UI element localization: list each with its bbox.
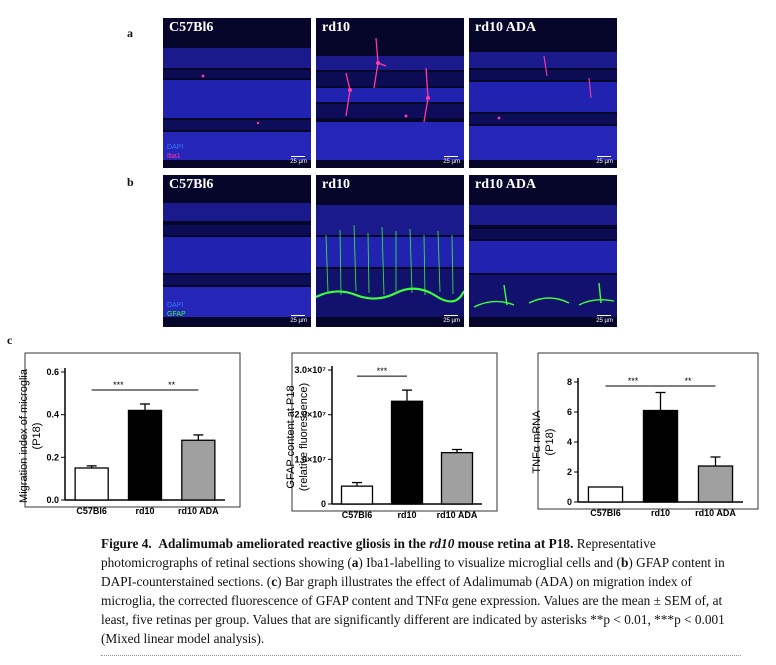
bar — [340, 485, 374, 505]
caption-text-2: ) Iba1-labelling to visualize microglial… — [358, 555, 621, 570]
significance-label: ** — [684, 376, 692, 386]
scale-bar-line — [444, 156, 458, 157]
x-tick-label: rd10 ADA — [695, 508, 736, 518]
y-tick-label: 0 — [321, 499, 326, 509]
legend-dapi: DAPI — [167, 302, 184, 309]
scale-bar-label: 25 µm — [443, 159, 460, 165]
caption-ref-b: b — [620, 555, 629, 570]
x-tick-label: rd10 — [651, 508, 670, 518]
scale-bar-line — [597, 156, 611, 157]
x-tick-label: rd10 — [397, 510, 416, 520]
y-axis-label: (P18) — [544, 429, 556, 456]
y-tick-label: 1.0×10⁷ — [295, 454, 327, 464]
caption-ref-c: c — [271, 574, 278, 589]
legend-iba1: Iba1 — [167, 153, 181, 160]
x-tick-label: C57Bl6 — [590, 508, 621, 518]
scale-bar-label: 25 µm — [596, 159, 613, 165]
y-tick-label: 0.6 — [46, 367, 59, 377]
bar — [587, 486, 624, 503]
y-tick-label: 2.0×10⁷ — [295, 410, 327, 420]
x-tick-label: rd10 ADA — [178, 506, 219, 516]
bar — [181, 439, 216, 501]
bar — [390, 400, 424, 505]
bar — [440, 451, 474, 505]
scale-bar-label: 25 µm — [443, 318, 460, 324]
footer-divider — [101, 655, 741, 656]
y-tick-label: 0 — [567, 497, 572, 507]
micrograph-title: C57Bl6 — [169, 20, 214, 35]
x-tick-label: C57Bl6 — [76, 506, 107, 516]
micrograph-image — [469, 175, 617, 327]
micrograph-image — [163, 175, 311, 327]
micrograph-b-rd10: rd10 25 µm — [316, 175, 464, 327]
y-axis-label: (P18) — [31, 423, 43, 450]
y-tick-label: 2 — [567, 467, 572, 477]
y-axis-label: GFAP content at P18 — [285, 385, 297, 488]
panel-label-c: c — [7, 333, 13, 347]
scale-bar-line — [597, 315, 611, 316]
significance-label: *** — [377, 366, 388, 376]
scale-bar-label: 25 µm — [596, 318, 613, 324]
legend-dapi: DAPI — [167, 144, 184, 151]
bar-chart-gfap-content: 0 1.0×10⁷ 2.0×10⁷ 3.0×10⁷ GFAP content at P1… — [285, 352, 498, 520]
figure-caption: Figure 4. Adalimumab ameliorated reactiv… — [101, 534, 741, 648]
x-tick-label: C57Bl6 — [342, 510, 373, 520]
caption-ref-a: a — [351, 555, 359, 570]
y-tick-label: 6 — [567, 407, 572, 417]
micrograph-title: rd10 ADA — [475, 20, 537, 35]
significance-label: ** — [168, 380, 176, 390]
caption-text-4: ) Bar graph illustrates the effect of Ad… — [101, 574, 725, 646]
legend-gfap: GFAP — [167, 311, 186, 318]
micrograph-b-rd10-ada: rd10 ADA 25 µm — [469, 175, 617, 327]
bar — [74, 467, 109, 501]
bar — [642, 409, 679, 503]
micrograph-title: C57Bl6 — [169, 177, 214, 192]
y-axis-label: Migration index of microglia — [18, 368, 30, 503]
micrograph-image — [163, 18, 311, 168]
y-tick-label: 0.4 — [46, 410, 59, 420]
micrograph-title: rd10 ADA — [475, 177, 537, 192]
caption-title-pre: Adalimumab ameliorated reactive gliosis … — [158, 536, 430, 551]
caption-title-italic: rd10 — [429, 536, 455, 551]
y-tick-label: 4 — [567, 437, 572, 447]
y-axis-label: TNFα mRNA — [531, 410, 543, 474]
caption-title-post: mouse retina at P18. — [454, 536, 574, 551]
scale-bar-label: 25 µm — [290, 159, 307, 165]
scale-bar-line — [444, 315, 458, 316]
bar — [127, 409, 163, 501]
chart-frame — [291, 352, 498, 512]
scale-bar-line — [291, 315, 305, 316]
bar — [697, 465, 734, 503]
bar-chart-migration-index: 0.0 0.2 0.4 0.6 Migration index of microglia… — [18, 352, 241, 516]
significance-label: *** — [628, 376, 639, 386]
panel-label-a: a — [127, 26, 133, 40]
scale-bar-label: 25 µm — [290, 318, 307, 324]
micrograph-a-c57bl6: C57Bl6 DAPI Iba1 25 µm — [163, 18, 311, 168]
micrograph-a-rd10: rd10 25 µm — [316, 18, 464, 168]
micrograph-a-rd10-ada: rd10 ADA 25 µm — [469, 18, 617, 168]
y-tick-label: 0.2 — [46, 452, 59, 462]
y-tick-label: 3.0×10⁷ — [295, 365, 327, 375]
micrograph-image — [469, 18, 617, 168]
caption-text-1: Representative photomicrographs of retin… — [101, 536, 656, 570]
panel-label-b: b — [127, 175, 134, 189]
scale-bar-line — [291, 156, 305, 157]
micrograph-b-c57bl6: C57Bl6 DAPI GFAP 25 µm — [163, 175, 311, 327]
caption-figure-number: Figure 4. — [101, 536, 152, 551]
chart-frame — [537, 352, 759, 510]
micrograph-image — [316, 18, 464, 168]
x-tick-label: rd10 — [135, 506, 154, 516]
caption-text-3: ) GFAP content in DAPI-counterstained se… — [101, 555, 725, 589]
y-tick-label: 0.0 — [46, 495, 59, 505]
micrograph-image — [316, 175, 464, 327]
y-axis-label: (relative fluorescence) — [298, 383, 310, 491]
significance-label: *** — [113, 380, 124, 390]
micrograph-title: rd10 — [322, 177, 350, 192]
x-tick-label: rd10 ADA — [437, 510, 478, 520]
y-tick-label: 8 — [567, 377, 572, 387]
chart-frame — [24, 352, 241, 508]
micrograph-title: rd10 — [322, 20, 350, 35]
